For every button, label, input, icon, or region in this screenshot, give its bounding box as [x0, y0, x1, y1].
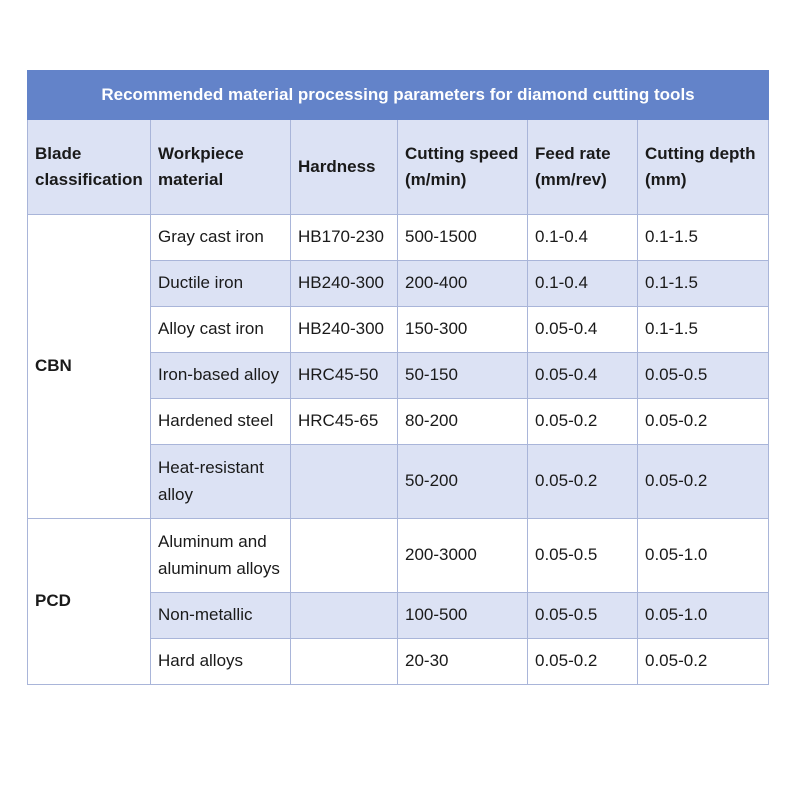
group-cell: PCD — [27, 518, 151, 685]
table-cell: 0.05-0.2 — [527, 398, 638, 445]
table-cell: 0.05-0.2 — [527, 638, 638, 685]
table-cell: 0.05-0.2 — [637, 398, 769, 445]
table-cell: 0.1-0.4 — [527, 214, 638, 261]
table-cell — [290, 444, 398, 519]
table-cell: 200-3000 — [397, 518, 528, 593]
table-cell: 80-200 — [397, 398, 528, 445]
table-cell: 50-150 — [397, 352, 528, 399]
data-row: Alloy cast iron HB240-300 150-300 0.05-0.4 0… — [28, 306, 769, 353]
table-cell: 0.1-1.5 — [637, 214, 769, 261]
header-cell: Workpiece material — [150, 119, 291, 215]
data-row: Iron-based alloy HRC45-50 50-150 0.05-0.4 0.… — [28, 352, 769, 399]
table-cell: Heat-resistant alloy — [150, 444, 291, 519]
data-row: CBN Gray cast iron HB170-230 500-1500 0.1-0.… — [27, 214, 769, 519]
table-cell — [290, 518, 398, 593]
data-row: Hard alloys 20-30 0.05-0.2 0.05-0.2 — [28, 638, 769, 685]
table-cell — [290, 638, 398, 685]
table-cell: 0.05-0.5 — [527, 592, 638, 639]
table-title: Recommended material processing paramete… — [27, 70, 769, 120]
table-cell: 0.1-1.5 — [637, 306, 769, 353]
table-cell: 0.05-0.5 — [527, 518, 638, 593]
group-cell: CBN — [27, 214, 151, 519]
header-cell: Feed rate (mm/rev) — [527, 119, 638, 215]
table-cell: HB240-300 — [290, 260, 398, 307]
table-cell: Hardened steel — [150, 398, 291, 445]
table-cell: 200-400 — [397, 260, 528, 307]
header-row: Blade classification Workpiece material Ha… — [27, 119, 769, 215]
table-cell: 500-1500 — [397, 214, 528, 261]
table-cell: HB170-230 — [290, 214, 398, 261]
table-cell: Non-metallic — [150, 592, 291, 639]
table-cell: HRC45-65 — [290, 398, 398, 445]
table-cell: HRC45-50 — [290, 352, 398, 399]
table-cell: 0.05-0.5 — [637, 352, 769, 399]
table-cell: 0.05-0.2 — [527, 444, 638, 519]
table-cell: 0.1-1.5 — [637, 260, 769, 307]
header-cell: Blade classification — [27, 119, 151, 215]
table-cell: Gray cast iron — [150, 214, 291, 261]
data-row: Non-metallic 100-500 0.05-0.5 0.05-1.0 — [28, 592, 769, 639]
table-cell: Aluminum and aluminum alloys — [150, 518, 291, 593]
table-cell: 0.05-0.2 — [637, 638, 769, 685]
data-row: PCD Aluminum and aluminum alloys 200-3000 0… — [27, 518, 769, 685]
parameters-table: Recommended material processing paramete… — [27, 70, 769, 685]
table-cell: 0.05-1.0 — [637, 518, 769, 593]
table-cell: Iron-based alloy — [150, 352, 291, 399]
table-cell: 0.05-0.2 — [637, 444, 769, 519]
title-row: Recommended material processing paramete… — [27, 70, 769, 120]
table-cell: HB240-300 — [290, 306, 398, 353]
table-cell: 0.05-1.0 — [637, 592, 769, 639]
data-row: Ductile iron HB240-300 200-400 0.1-0.4 0.1-1… — [28, 260, 769, 307]
header-cell: Cutting depth (mm) — [637, 119, 769, 215]
table-cell: 50-200 — [397, 444, 528, 519]
table-cell: Hard alloys — [150, 638, 291, 685]
table-cell: 100-500 — [397, 592, 528, 639]
header-cell: Hardness — [290, 119, 398, 215]
table-cell: 0.05-0.4 — [527, 306, 638, 353]
header-cell: Cutting speed (m/min) — [397, 119, 528, 215]
table-cell: 0.05-0.4 — [527, 352, 638, 399]
table-cell — [290, 592, 398, 639]
table-cell: 20-30 — [397, 638, 528, 685]
table-cell: 0.1-0.4 — [527, 260, 638, 307]
data-row: Hardened steel HRC45-65 80-200 0.05-0.2 0.05… — [28, 398, 769, 445]
table-cell: 150-300 — [397, 306, 528, 353]
table-container: Recommended material processing paramete… — [27, 70, 769, 685]
table-cell: Alloy cast iron — [150, 306, 291, 353]
data-row: Heat-resistant alloy 50-200 0.05-0.2 0.05-0… — [28, 444, 769, 519]
table-cell: Ductile iron — [150, 260, 291, 307]
